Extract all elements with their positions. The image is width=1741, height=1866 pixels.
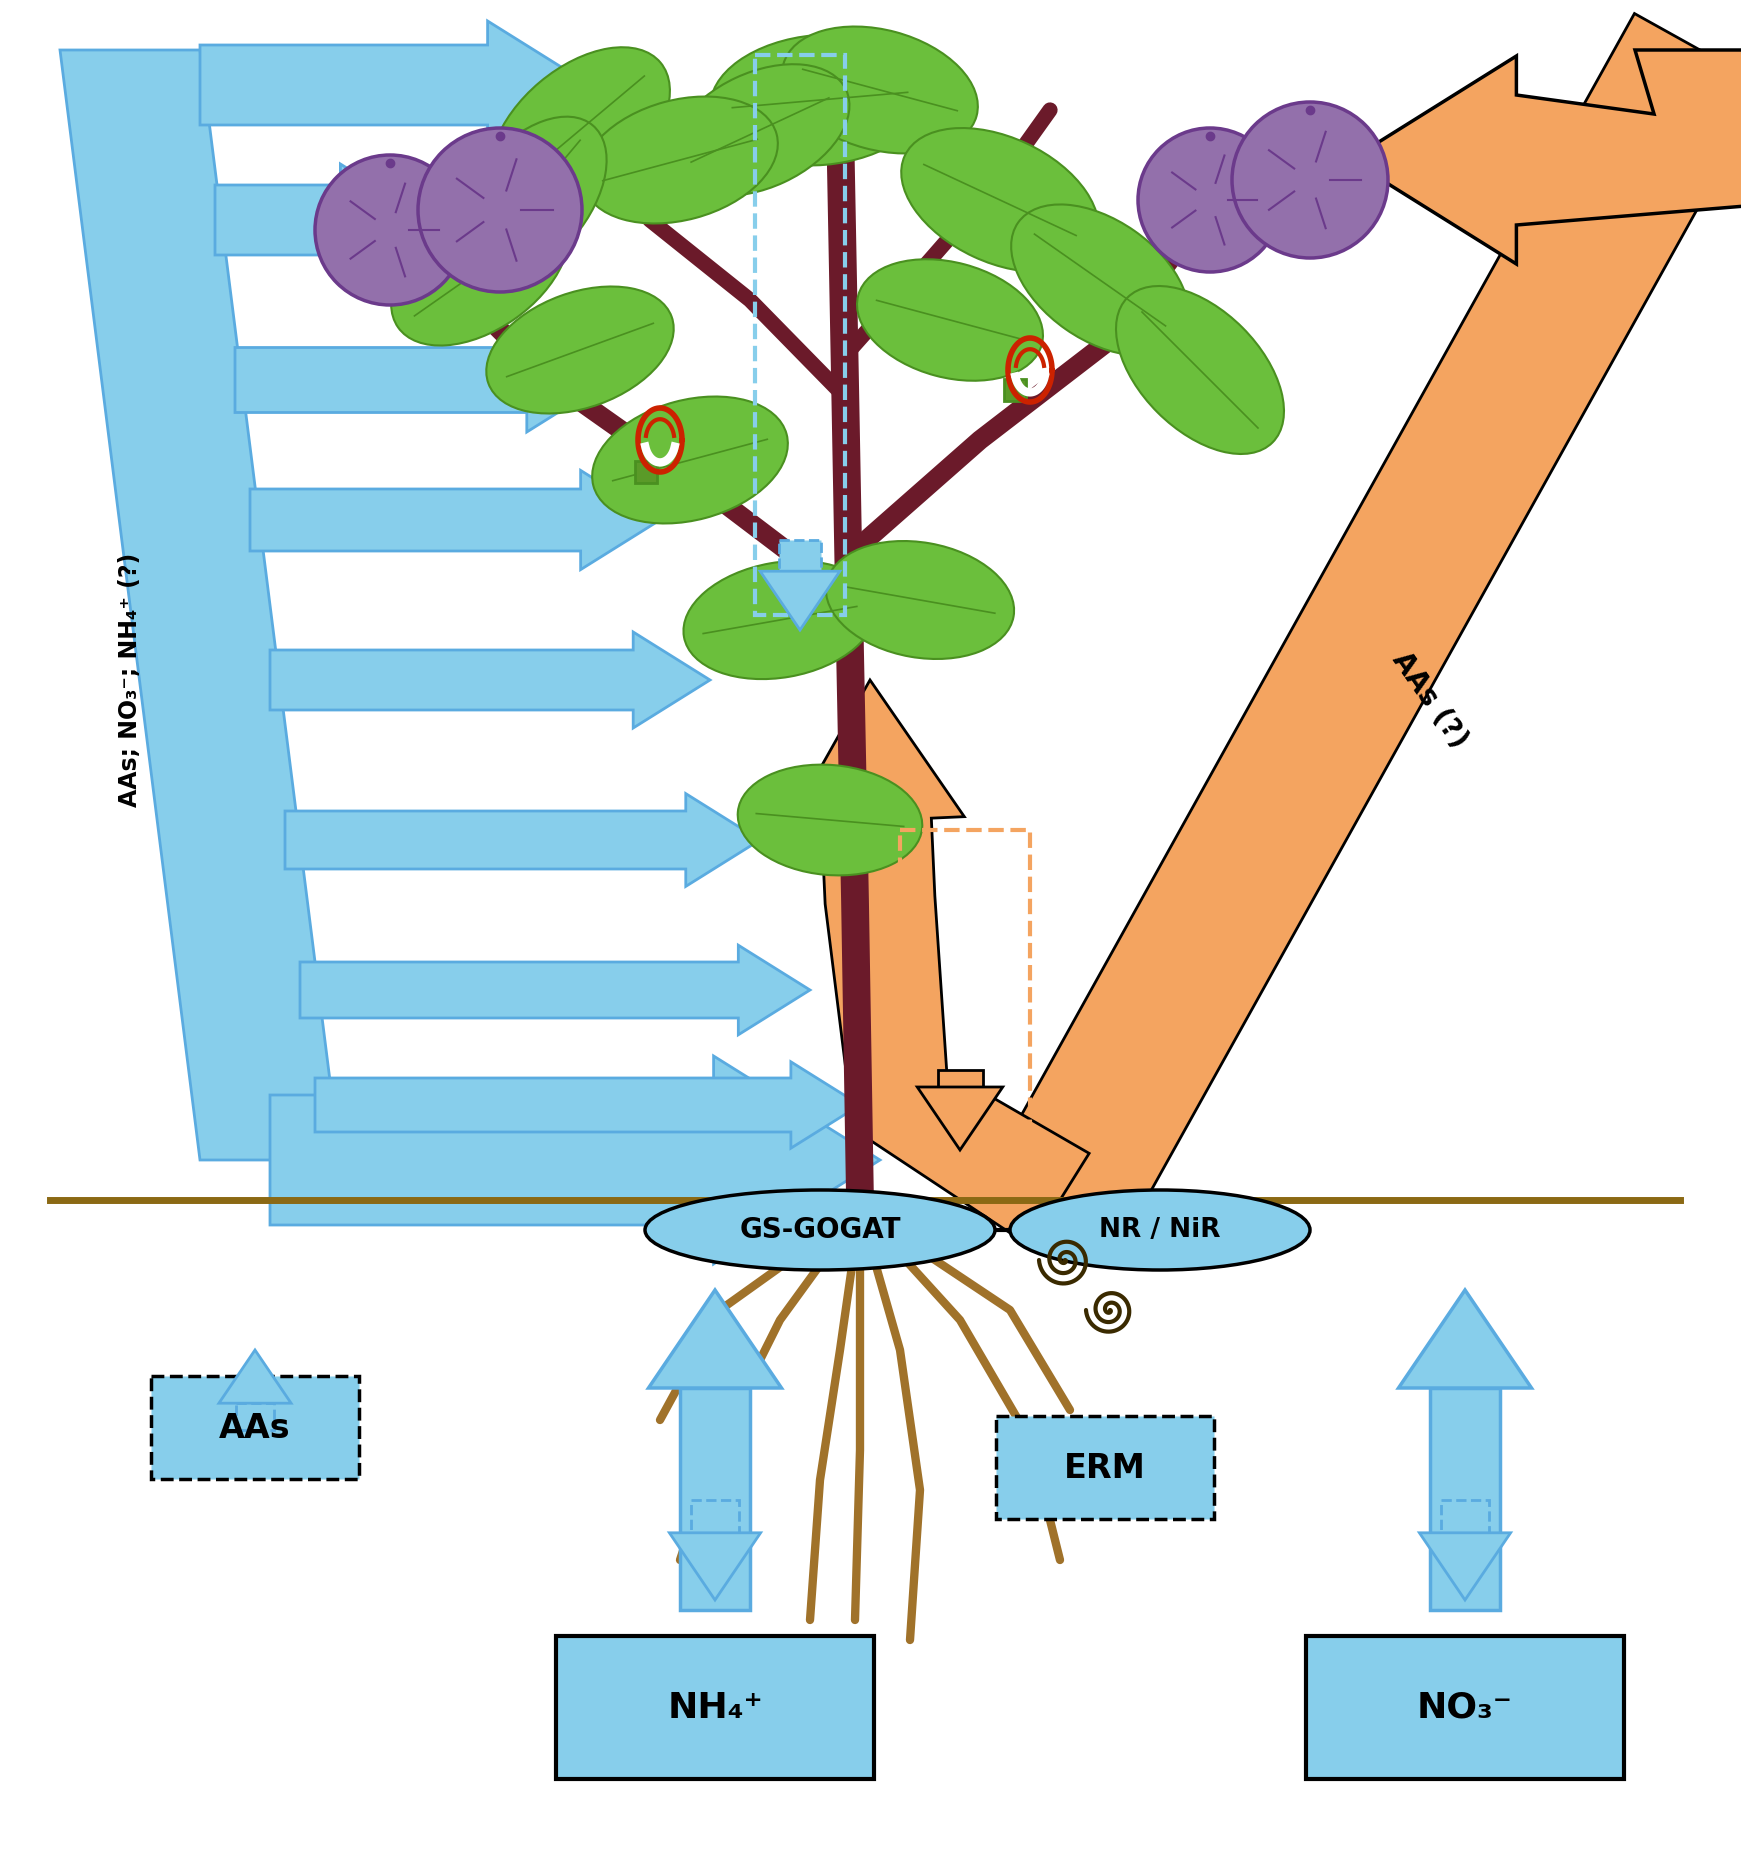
Polygon shape bbox=[669, 1532, 761, 1599]
Text: GS-GOGAT: GS-GOGAT bbox=[740, 1217, 900, 1245]
Polygon shape bbox=[299, 946, 810, 1036]
Polygon shape bbox=[235, 328, 609, 433]
Text: ERM: ERM bbox=[1064, 1452, 1146, 1485]
Polygon shape bbox=[1398, 1289, 1532, 1388]
Circle shape bbox=[418, 129, 581, 291]
Ellipse shape bbox=[592, 397, 789, 524]
Ellipse shape bbox=[857, 259, 1043, 381]
Ellipse shape bbox=[670, 63, 850, 196]
Ellipse shape bbox=[738, 765, 923, 875]
Ellipse shape bbox=[782, 26, 978, 153]
FancyBboxPatch shape bbox=[996, 1416, 1213, 1519]
Polygon shape bbox=[214, 164, 430, 276]
Circle shape bbox=[1233, 103, 1388, 258]
Ellipse shape bbox=[644, 1191, 996, 1271]
Polygon shape bbox=[994, 13, 1741, 1237]
Text: NH₄⁺: NH₄⁺ bbox=[667, 1691, 763, 1724]
Bar bbox=[1429, 1388, 1501, 1610]
Bar bbox=[778, 539, 822, 571]
Bar bbox=[1005, 379, 1025, 401]
Bar bbox=[691, 1500, 738, 1532]
Polygon shape bbox=[1349, 50, 1741, 263]
Polygon shape bbox=[59, 50, 339, 1161]
Bar bbox=[1442, 1500, 1489, 1532]
Polygon shape bbox=[200, 21, 590, 149]
FancyBboxPatch shape bbox=[555, 1636, 874, 1778]
Circle shape bbox=[315, 155, 465, 304]
Ellipse shape bbox=[392, 194, 569, 345]
FancyBboxPatch shape bbox=[1306, 1636, 1624, 1778]
Polygon shape bbox=[761, 571, 839, 631]
FancyBboxPatch shape bbox=[151, 1375, 359, 1480]
Ellipse shape bbox=[581, 97, 778, 224]
Ellipse shape bbox=[489, 47, 670, 213]
Circle shape bbox=[1139, 129, 1281, 272]
Polygon shape bbox=[251, 470, 660, 569]
Bar bbox=[681, 1388, 750, 1610]
Ellipse shape bbox=[825, 541, 1013, 659]
Bar bbox=[237, 1403, 273, 1429]
Ellipse shape bbox=[486, 287, 674, 414]
Ellipse shape bbox=[710, 35, 930, 166]
Polygon shape bbox=[219, 1349, 291, 1403]
Ellipse shape bbox=[1012, 205, 1189, 356]
Ellipse shape bbox=[902, 129, 1099, 272]
Ellipse shape bbox=[1116, 285, 1283, 453]
Polygon shape bbox=[918, 1088, 1003, 1149]
Polygon shape bbox=[270, 633, 710, 728]
Text: AAs: AAs bbox=[219, 1411, 291, 1444]
Ellipse shape bbox=[453, 118, 606, 284]
Polygon shape bbox=[789, 679, 1090, 1246]
Bar bbox=[937, 1069, 982, 1088]
Text: AAs; NO₃⁻; NH₄⁺ (?): AAs; NO₃⁻; NH₄⁺ (?) bbox=[118, 552, 143, 808]
Polygon shape bbox=[270, 1056, 879, 1263]
Bar bbox=[635, 461, 656, 483]
Text: NO₃⁻: NO₃⁻ bbox=[1417, 1691, 1513, 1724]
Ellipse shape bbox=[684, 562, 876, 679]
Ellipse shape bbox=[1010, 1191, 1309, 1271]
Text: NR / NiR: NR / NiR bbox=[1099, 1217, 1220, 1243]
Polygon shape bbox=[286, 793, 761, 886]
Text: AAs (?): AAs (?) bbox=[1388, 648, 1473, 754]
Polygon shape bbox=[315, 1062, 860, 1148]
Polygon shape bbox=[1419, 1532, 1511, 1599]
Polygon shape bbox=[648, 1289, 782, 1388]
